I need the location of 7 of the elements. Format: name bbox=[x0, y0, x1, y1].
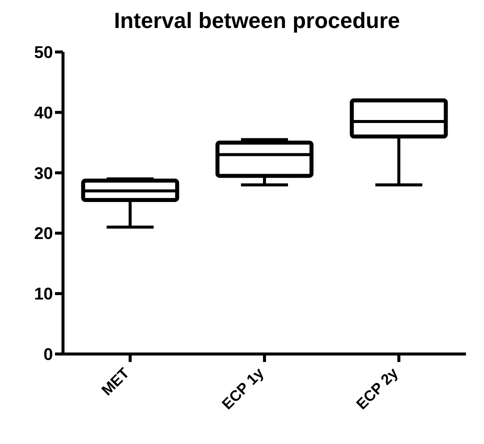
y-tick-label: 40 bbox=[34, 103, 53, 122]
y-tick-label: 20 bbox=[34, 224, 53, 244]
y-tick-label: 50 bbox=[34, 43, 53, 62]
y-tick-label: 30 bbox=[34, 164, 53, 183]
chart-title: Interval between procedure bbox=[112, 8, 402, 34]
y-tick-label: 0 bbox=[44, 345, 53, 364]
y-tick-label: 10 bbox=[34, 284, 53, 304]
